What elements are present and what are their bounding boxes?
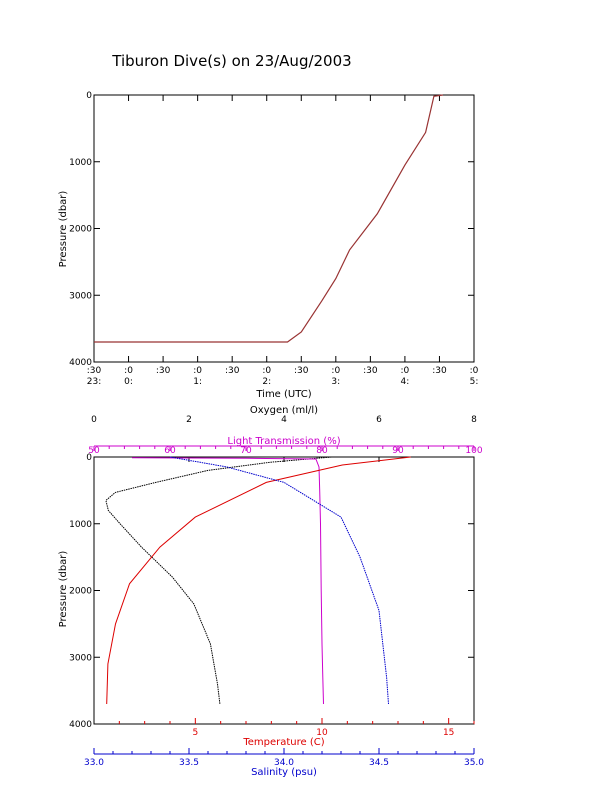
profile-plot: 0 1000 2000 3000 4000 0 2 4 6 8 50 60 70 80 90 100 5 10 15…: [69, 415, 484, 768]
oxygen-axis-label: Oxygen (ml/l): [250, 405, 318, 416]
salinity-axis-label: Salinity (psu): [251, 767, 317, 778]
temperature-tick-label: 5: [192, 728, 198, 738]
plot1-x-tick-label-minutes: :30: [432, 366, 447, 376]
oxygen-profile-line: [105, 456, 332, 705]
light-transmission-profile-line: [131, 457, 324, 705]
plot1-x-tick-label-hour: 4:: [401, 377, 410, 387]
oxygen-tick-label: 2: [186, 415, 192, 425]
plot1-x-tick-label-minutes: :0: [470, 366, 479, 376]
salinity-tick-label: 33.5: [179, 758, 199, 768]
temperature-tick-label: 15: [443, 728, 454, 738]
plot1-y-tick-label: 1000: [69, 158, 92, 168]
light-transmission-tick-label: 60: [164, 446, 176, 456]
plot1-x-tick-label-minutes: :0: [262, 366, 271, 376]
light-transmission-axis-label: Light Transmission (%): [227, 436, 340, 447]
plot1-x-axis-label: Time (UTC): [255, 389, 311, 400]
salinity-tick-label: 34.0: [274, 758, 294, 768]
oxygen-tick-label: 8: [471, 415, 477, 425]
plot1-x-tick-label-minutes: :30: [87, 366, 102, 376]
temperature-tick-label: 10: [316, 728, 328, 738]
oxygen-tick-label: 4: [281, 415, 287, 425]
plot2-y-tick-label: 3000: [69, 653, 92, 663]
salinity-tick-label: 34.5: [369, 758, 389, 768]
plot2-y-axis-label: Pressure (dbar): [58, 551, 69, 628]
plot1-x-tick-label-hour: 0:: [124, 377, 133, 387]
plot1-x-tick-label-minutes: :30: [294, 366, 309, 376]
temperature-axis-label: Temperature (C): [242, 737, 324, 748]
plot1-x-tick-label-minutes: :0: [124, 366, 133, 376]
plot1-y-axis-label: Pressure (dbar): [58, 191, 69, 268]
plot2-y-tick-label: 4000: [69, 720, 92, 730]
temperature-profile-line: [106, 456, 411, 705]
plot1-x-tick-label-minutes: :0: [331, 366, 340, 376]
light-transmission-tick-label: 50: [88, 446, 100, 456]
salinity-tick-label: 35.0: [464, 758, 484, 768]
plot1-x-tick-label-minutes: :30: [363, 366, 378, 376]
salinity-tick-label: 33.0: [84, 758, 104, 768]
plot2-y-tick-label: 0: [86, 453, 92, 463]
plot1-frame: [93, 94, 475, 363]
light-transmission-tick-label: 80: [316, 446, 328, 456]
oxygen-tick-label: 0: [91, 415, 97, 425]
light-transmission-tick-label: 100: [465, 446, 482, 456]
plot2-y-tick-label: 1000: [69, 520, 92, 530]
plot1-y-tick-label: 3000: [69, 291, 92, 301]
plot1-y-tick-label: 4000: [69, 358, 92, 368]
plot1-x-tick-label-hour: 2:: [262, 377, 271, 387]
plot1-y-tick-label: 2000: [69, 225, 92, 235]
plot1-x-tick-label-minutes: :0: [193, 366, 202, 376]
light-transmission-tick-label: 70: [240, 446, 252, 456]
plot2-y-tick-label: 2000: [69, 587, 92, 597]
oxygen-tick-label: 6: [376, 415, 382, 425]
time-pressure-plot: 01000200030004000:3023::00::30:01::30:02…: [69, 91, 479, 387]
salinity-profile-line: [169, 456, 389, 705]
figure-title: Tiburon Dive(s) on 23/Aug/2003: [111, 52, 351, 70]
plot1-pressure-trace: [94, 94, 443, 343]
plot1-x-tick-label-minutes: :30: [156, 366, 171, 376]
plot1-x-tick-label-hour: 5:: [470, 377, 479, 387]
plot1-x-tick-label-hour: 3:: [331, 377, 340, 387]
plot1-x-tick-label-hour: 1:: [193, 377, 202, 387]
plot1-x-tick-label-minutes: :30: [225, 366, 240, 376]
light-transmission-tick-label: 90: [392, 446, 404, 456]
plot2-frame: [93, 456, 475, 725]
plot1-x-tick-label-minutes: :0: [401, 366, 410, 376]
plot1-x-tick-label-hour: 23:: [87, 377, 101, 387]
plot1-y-tick-label: 0: [86, 91, 92, 101]
